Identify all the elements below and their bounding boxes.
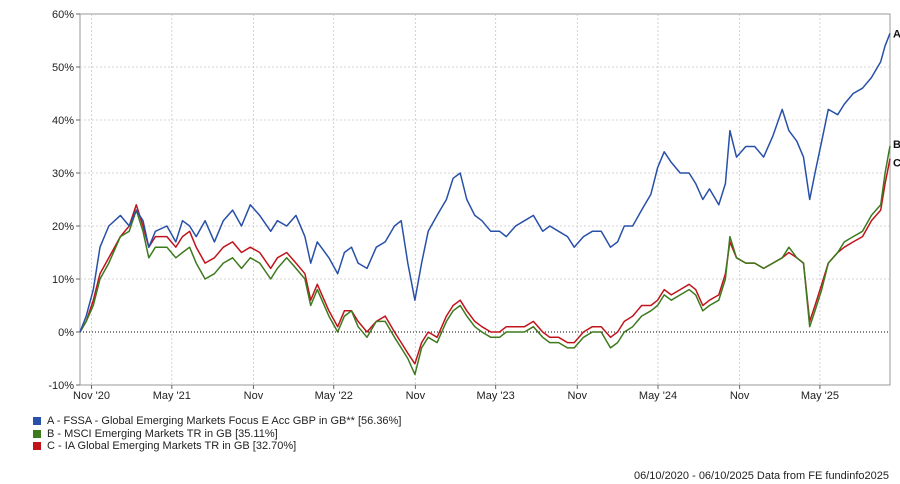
- x-tick-label: May '24: [639, 390, 677, 402]
- y-tick-label: 10%: [52, 274, 74, 286]
- y-tick-label: 20%: [52, 221, 74, 233]
- y-tick-label: -10%: [48, 380, 74, 392]
- legend-item-a: A - FSSA - Global Emerging Markets Focus…: [33, 415, 401, 428]
- x-tick-label: May '23: [477, 390, 515, 402]
- gridlines: [80, 14, 890, 385]
- x-axis: Nov '20 May '21 Nov May '22 Nov May '23 Nov May…: [73, 385, 839, 402]
- x-tick-label: Nov: [406, 390, 426, 402]
- series-line-b: [79, 145, 891, 376]
- legend-item-c: C - IA Global Emerging Markets TR in GB …: [33, 440, 401, 453]
- legend: A - FSSA - Global Emerging Markets Focus…: [33, 415, 401, 453]
- x-tick-label: Nov '20: [73, 390, 110, 402]
- plot-area: [79, 13, 891, 386]
- line-chart: 60%50%40%30%20%10%0%-10% Nov '20 May '21 N…: [48, 9, 900, 402]
- legend-swatch-a: [33, 417, 41, 426]
- x-tick-label: Nov: [567, 390, 587, 402]
- legend-label-a: A - FSSA - Global Emerging Markets Focus…: [47, 415, 402, 427]
- x-tick-label: May '21: [153, 390, 191, 402]
- legend-swatch-b: [33, 429, 41, 438]
- series-lines: [79, 33, 891, 376]
- legend-swatch-c: [33, 442, 41, 451]
- series-end-labels: A BC: [893, 28, 900, 169]
- x-tick-label: May '22: [315, 390, 353, 402]
- y-tick-label: 40%: [52, 115, 74, 127]
- data-source-footer: 06/10/2020 - 06/10/2025 Data from FE fun…: [633, 470, 889, 482]
- y-tick-label: 50%: [52, 62, 74, 74]
- y-tick-label: 60%: [52, 9, 74, 21]
- x-tick-label: May '25: [801, 390, 839, 402]
- y-tick-label: 30%: [52, 168, 74, 180]
- legend-label-b: B - MSCI Emerging Markets TR in GB [35.1…: [47, 427, 278, 440]
- x-tick-label: Nov: [730, 390, 750, 402]
- legend-label-c: C - IA Global Emerging Markets TR in GB …: [47, 440, 297, 452]
- y-axis: 60% 50% 40% 30% 20% 10% 0% -10%: [48, 9, 80, 392]
- x-tick-label: Nov: [244, 390, 264, 402]
- legend-item-b: B - MSCI Emerging Markets TR in GB [35.1…: [33, 428, 401, 441]
- series-line-a: [79, 33, 891, 333]
- end-label-a: A: [893, 28, 900, 40]
- end-label-c: C: [893, 158, 900, 170]
- end-label-b: B: [893, 139, 900, 151]
- y-tick-label: 0%: [58, 327, 74, 339]
